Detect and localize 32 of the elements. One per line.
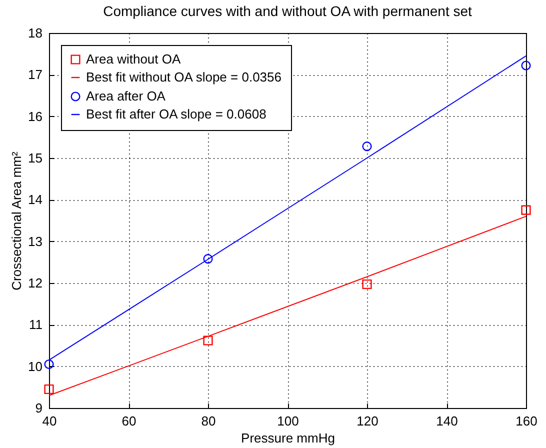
- point: [521, 60, 531, 70]
- point: [362, 142, 372, 152]
- chart-title: Compliance curves with and without OA with permanent set: [103, 3, 472, 19]
- y-tick-label: 11: [29, 317, 42, 332]
- point: [203, 336, 213, 346]
- y-axis-title: Crossectional Area mm²: [9, 150, 24, 290]
- legend-label: Area after OA: [86, 88, 166, 104]
- x-tick-label: 80: [201, 414, 216, 428]
- y-tick-label: 13: [28, 234, 42, 249]
- point: [362, 279, 372, 290]
- x-axis-title: Pressure mmHg: [241, 430, 335, 446]
- y-tick-label: 14: [28, 192, 42, 208]
- x-tick-label: 40: [42, 414, 57, 428]
- y-tick-label: 15: [28, 150, 42, 166]
- legend-label: Best fit after OA slope = 0.0608: [86, 106, 266, 122]
- x-tick-label: 100: [277, 414, 299, 428]
- y-tick-label: 18: [28, 26, 42, 40]
- point: [44, 359, 54, 370]
- x-tick-label: 60: [122, 414, 136, 428]
- y-tick-label: 17: [28, 67, 42, 82]
- legend-label: Best fit without OA slope = 0.0356: [86, 70, 282, 84]
- y-tick-label: 16: [28, 108, 42, 124]
- x-tick-label: 120: [356, 414, 378, 428]
- point: [521, 205, 531, 215]
- point: [44, 384, 54, 394]
- x-tick-label: 140: [436, 414, 458, 428]
- legend-label: Area without OA: [86, 52, 181, 66]
- x-tick-label: 160: [516, 414, 538, 428]
- y-tick-label: 10: [28, 358, 42, 374]
- y-tick-label: 12: [28, 276, 42, 290]
- point: [203, 254, 213, 264]
- y-tick-label: 9: [35, 400, 42, 416]
